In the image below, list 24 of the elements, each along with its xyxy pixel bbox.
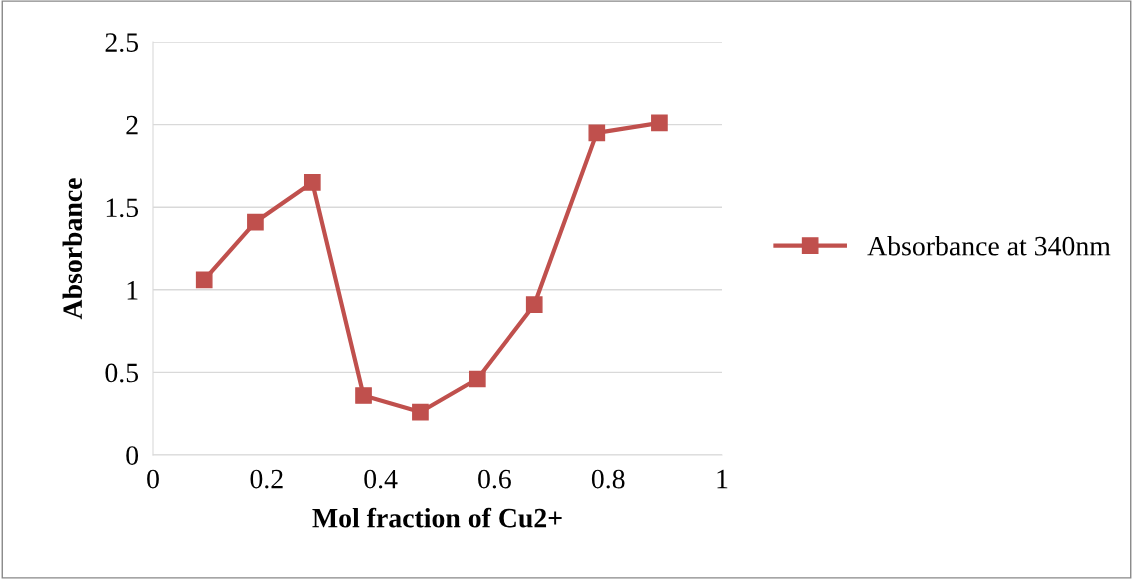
point [651, 114, 668, 132]
x-tick-label: 0.4 [364, 469, 398, 489]
y-axis-title: Absorbance [62, 178, 83, 320]
x-axis-title: Mol fraction of Cu2+ [312, 507, 562, 528]
point [588, 124, 606, 142]
x-tick-label: 0.6 [478, 469, 511, 489]
point [195, 271, 213, 289]
x-tick-label: 0.2 [250, 469, 283, 489]
point [303, 174, 321, 191]
x-tick-label: 1 [717, 469, 728, 489]
point [525, 296, 543, 314]
x-tick-label: 0 [147, 469, 159, 489]
y-tick-label: 1 [127, 281, 138, 300]
point [412, 403, 429, 421]
y-tick-label: 2 [126, 115, 138, 135]
y-tick-label: 1.5 [106, 198, 139, 218]
y-tick-label: 2.5 [105, 33, 139, 53]
x-tick-label: 0.8 [591, 469, 625, 489]
y-tick-label: 0 [126, 446, 139, 465]
point [247, 213, 264, 231]
y-tick-label: 0.5 [105, 363, 139, 383]
point [468, 370, 486, 388]
legend-label: Absorbance at 340nm [867, 235, 1111, 256]
point [355, 387, 372, 404]
